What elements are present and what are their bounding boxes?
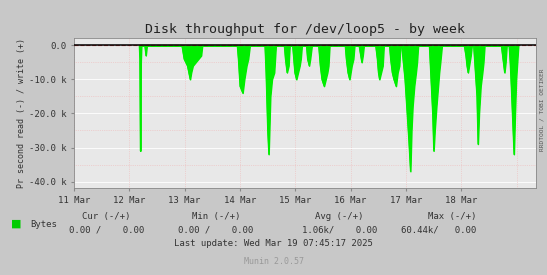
Text: Min (-/+): Min (-/+) bbox=[192, 212, 240, 221]
Title: Disk throughput for /dev/loop5 - by week: Disk throughput for /dev/loop5 - by week bbox=[145, 23, 465, 36]
Text: RRDTOOL / TOBI OETIKER: RRDTOOL / TOBI OETIKER bbox=[539, 69, 544, 151]
Text: ■: ■ bbox=[11, 219, 21, 229]
Text: Bytes: Bytes bbox=[30, 220, 57, 229]
Text: Last update: Wed Mar 19 07:45:17 2025: Last update: Wed Mar 19 07:45:17 2025 bbox=[174, 239, 373, 248]
Text: 0.00 /    0.00: 0.00 / 0.00 bbox=[69, 226, 144, 234]
Text: 0.00 /    0.00: 0.00 / 0.00 bbox=[178, 226, 254, 234]
Text: 60.44k/   0.00: 60.44k/ 0.00 bbox=[400, 226, 476, 234]
Y-axis label: Pr second read (-) / write (+): Pr second read (-) / write (+) bbox=[17, 39, 26, 188]
Text: Cur (-/+): Cur (-/+) bbox=[83, 212, 131, 221]
Text: Avg (-/+): Avg (-/+) bbox=[315, 212, 363, 221]
Text: Munin 2.0.57: Munin 2.0.57 bbox=[243, 257, 304, 266]
Text: Max (-/+): Max (-/+) bbox=[428, 212, 476, 221]
Text: 1.06k/    0.00: 1.06k/ 0.00 bbox=[301, 226, 377, 234]
